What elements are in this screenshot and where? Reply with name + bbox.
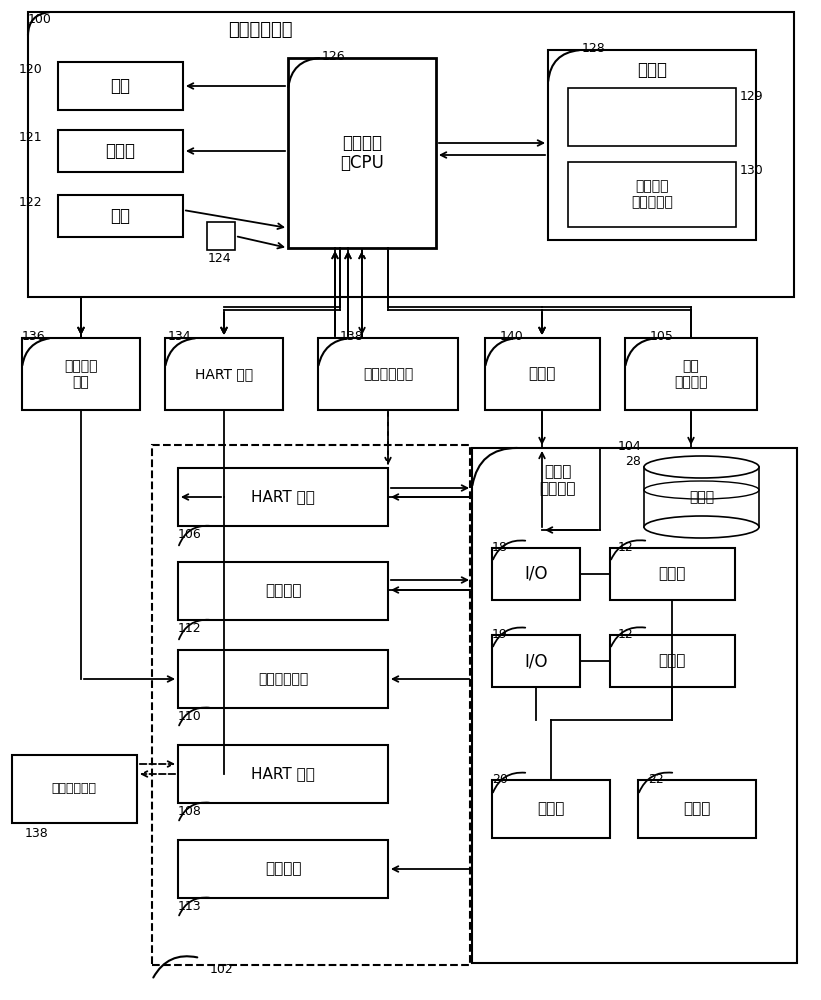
Bar xyxy=(485,338,600,410)
Bar xyxy=(207,222,235,250)
Text: 20: 20 xyxy=(492,773,508,786)
Bar xyxy=(625,338,757,410)
Text: 工作站: 工作站 xyxy=(683,802,711,816)
Bar xyxy=(178,840,388,898)
Text: HART 设备: HART 设备 xyxy=(251,766,315,782)
Bar xyxy=(288,58,436,248)
Text: 19: 19 xyxy=(492,628,507,641)
Text: 28: 28 xyxy=(625,455,641,468)
Text: 134: 134 xyxy=(168,330,191,343)
Ellipse shape xyxy=(644,516,759,538)
Bar xyxy=(492,548,580,600)
Text: 分布式
控制系统: 分布式 控制系统 xyxy=(539,464,576,496)
Text: 102: 102 xyxy=(210,963,234,976)
Text: 104: 104 xyxy=(618,440,642,453)
Text: 控制器: 控制器 xyxy=(658,654,686,668)
Text: 传统设备: 传统设备 xyxy=(264,584,301,598)
Bar xyxy=(58,195,183,237)
Text: 100: 100 xyxy=(28,13,52,26)
Bar xyxy=(22,338,140,410)
Text: 129: 129 xyxy=(740,90,764,103)
Bar xyxy=(178,468,388,526)
Text: 120: 120 xyxy=(18,63,42,76)
Bar xyxy=(472,448,797,963)
Bar xyxy=(492,635,580,687)
Bar xyxy=(28,12,794,297)
Bar xyxy=(178,745,388,803)
Text: 操作系统
和CPU: 操作系统 和CPU xyxy=(340,134,384,172)
Text: 126: 126 xyxy=(322,50,346,63)
Text: 130: 130 xyxy=(740,164,764,177)
Bar xyxy=(638,780,756,838)
Bar xyxy=(548,50,756,240)
Text: 138: 138 xyxy=(340,330,364,343)
Bar xyxy=(644,467,759,527)
Text: 140: 140 xyxy=(500,330,524,343)
Bar xyxy=(152,445,470,965)
Text: 数据库: 数据库 xyxy=(689,490,714,504)
Bar xyxy=(12,755,137,823)
Text: 资产管理
系统数据库: 资产管理 系统数据库 xyxy=(631,179,673,209)
Text: 122: 122 xyxy=(18,196,42,209)
Text: HART 接口: HART 接口 xyxy=(195,367,253,381)
Text: 键盘: 键盘 xyxy=(110,207,130,225)
Text: 12: 12 xyxy=(618,628,634,641)
Text: 显示: 显示 xyxy=(110,77,130,95)
Bar xyxy=(492,780,610,838)
Text: 112: 112 xyxy=(178,622,202,635)
Text: 105: 105 xyxy=(650,330,674,343)
Bar xyxy=(318,338,458,410)
Text: I/O: I/O xyxy=(525,565,548,583)
Text: I/O: I/O xyxy=(525,652,548,670)
Text: 现场总线设备: 现场总线设备 xyxy=(258,672,308,686)
Text: 106: 106 xyxy=(178,528,202,541)
Bar xyxy=(178,562,388,620)
Text: HART 设备: HART 设备 xyxy=(251,489,315,504)
Text: 手持通信装置: 手持通信装置 xyxy=(363,367,413,381)
Ellipse shape xyxy=(644,456,759,478)
Text: 资产
管理系统: 资产 管理系统 xyxy=(674,359,708,389)
Bar xyxy=(610,548,735,600)
Text: 以太网: 以太网 xyxy=(528,366,556,381)
Text: 22: 22 xyxy=(648,773,663,786)
Bar xyxy=(610,635,735,687)
Text: 12: 12 xyxy=(618,541,634,554)
Text: 传统设备: 传统设备 xyxy=(264,861,301,876)
Text: 控制器: 控制器 xyxy=(658,566,686,582)
Text: 136: 136 xyxy=(22,330,46,343)
Text: 工作站: 工作站 xyxy=(537,802,565,816)
Text: 现场总线
接口: 现场总线 接口 xyxy=(64,359,98,389)
Bar xyxy=(58,130,183,172)
Text: 108: 108 xyxy=(178,805,202,818)
Text: 存储器: 存储器 xyxy=(637,61,667,79)
Text: 113: 113 xyxy=(178,900,202,913)
Bar xyxy=(568,162,736,227)
Text: 18: 18 xyxy=(492,541,508,554)
Text: 121: 121 xyxy=(18,131,42,144)
Text: 124: 124 xyxy=(208,252,232,265)
Bar xyxy=(568,88,736,146)
Text: 110: 110 xyxy=(178,710,202,723)
Text: 138: 138 xyxy=(25,827,48,840)
Text: 128: 128 xyxy=(582,42,606,55)
Text: 资产管理系统: 资产管理系统 xyxy=(227,21,292,39)
Bar xyxy=(165,338,283,410)
Bar xyxy=(58,62,183,110)
Text: 打印机: 打印机 xyxy=(105,142,135,160)
Bar xyxy=(178,650,388,708)
Text: 手持通信装置: 手持通信装置 xyxy=(52,782,97,796)
